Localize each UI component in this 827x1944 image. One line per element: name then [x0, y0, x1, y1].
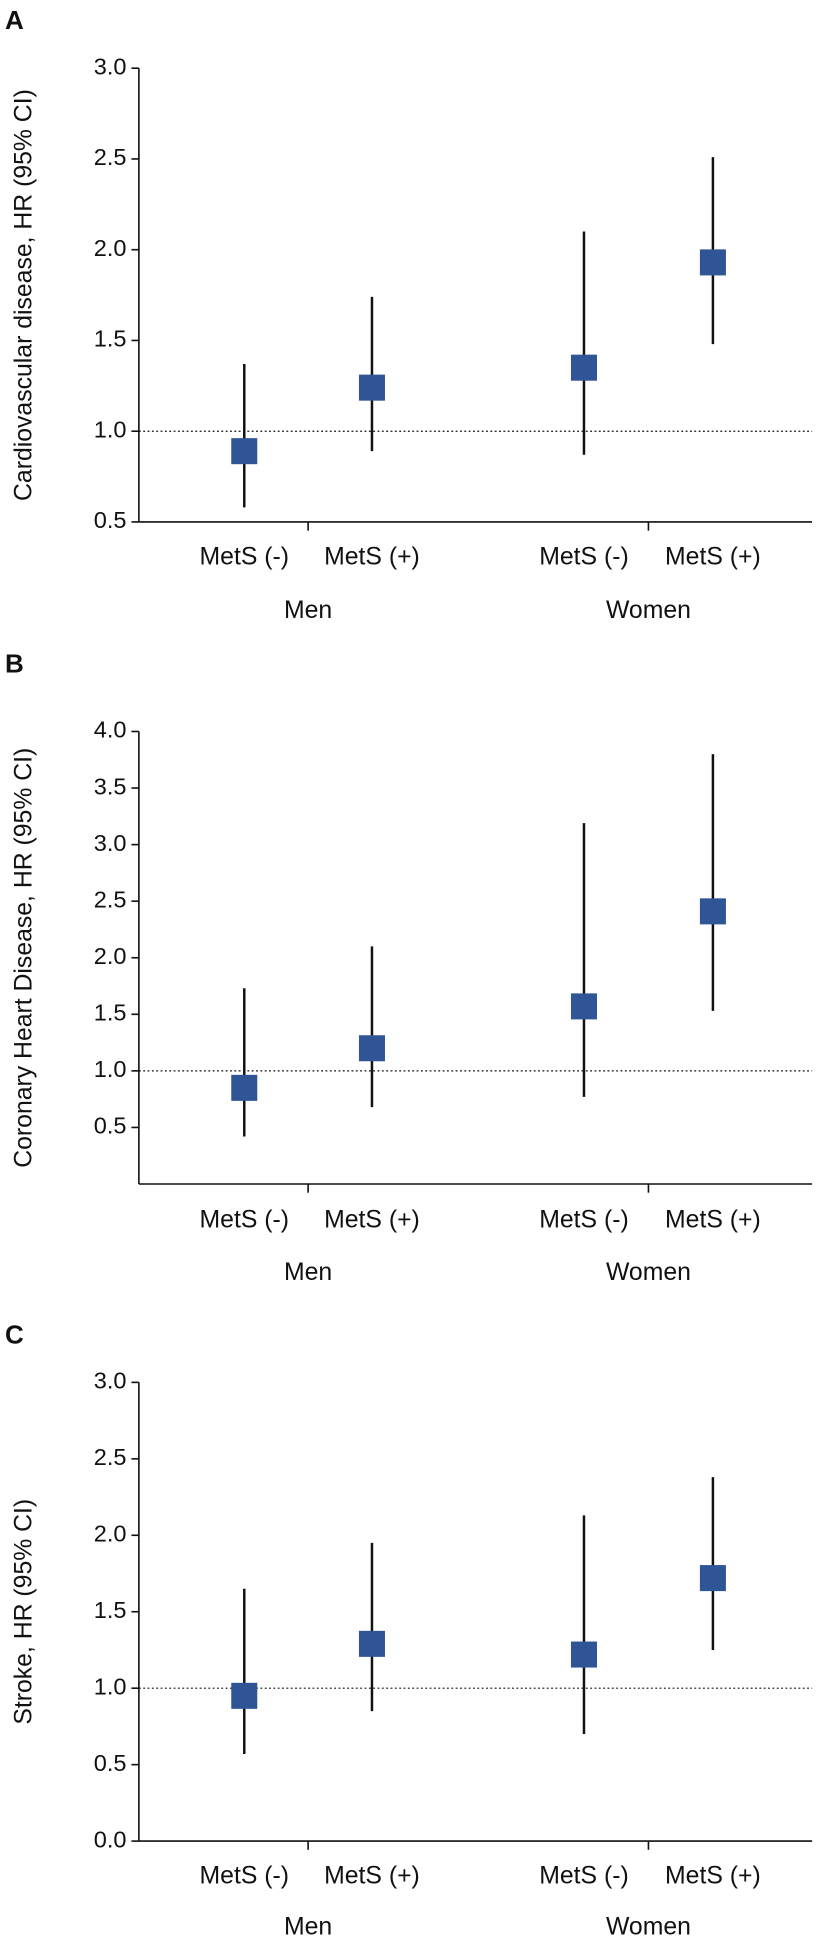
x-tick-label: MetS (+)	[324, 1863, 420, 1890]
y-axis-title: Stroke, HR (95% CI)	[10, 1499, 37, 1725]
y-tick-label: 3.0	[94, 53, 127, 79]
group-label: Women	[606, 1259, 691, 1286]
x-tick-label: MetS (-)	[539, 1863, 628, 1890]
y-tick-label: 0.5	[94, 1113, 127, 1139]
y-tick-label: 4.0	[94, 717, 127, 743]
group-label: Men	[284, 1913, 332, 1940]
point-marker	[231, 1682, 258, 1709]
x-tick-label: MetS (-)	[200, 543, 289, 570]
y-tick-label: 2.5	[94, 886, 127, 912]
point-marker	[570, 993, 597, 1020]
point-marker	[570, 354, 597, 381]
x-tick-label: MetS (+)	[324, 1207, 420, 1234]
y-tick-label: 1.5	[94, 1597, 127, 1623]
group-label: Women	[606, 597, 691, 624]
y-tick-label: 2.5	[94, 1444, 127, 1470]
panel-label: A	[5, 5, 24, 35]
y-tick-label: 2.0	[94, 1520, 127, 1546]
y-tick-label: 3.0	[94, 1368, 127, 1394]
y-tick-label: 1.5	[94, 1000, 127, 1026]
y-tick-label: 3.0	[94, 830, 127, 856]
panel-label: C	[5, 1319, 24, 1349]
x-tick-label: MetS (+)	[665, 543, 761, 570]
y-tick-label: 1.0	[94, 1673, 127, 1699]
point-marker	[231, 1074, 258, 1101]
y-tick-label: 2.0	[94, 943, 127, 969]
point-marker	[358, 1630, 385, 1657]
y-tick-label: 2.5	[94, 144, 127, 170]
point-marker	[699, 898, 726, 925]
x-tick-label: MetS (+)	[665, 1863, 761, 1890]
x-tick-label: MetS (-)	[200, 1863, 289, 1890]
x-tick-label: MetS (-)	[200, 1207, 289, 1234]
y-tick-label: 0.5	[94, 507, 127, 533]
y-tick-label: 1.0	[94, 416, 127, 442]
y-axis-title: Coronary Heart Disease, HR (95% CI)	[10, 748, 37, 1168]
panel-label: B	[5, 649, 24, 679]
y-tick-label: 0.5	[94, 1750, 127, 1776]
x-tick-label: MetS (+)	[324, 543, 420, 570]
y-tick-label: 1.0	[94, 1056, 127, 1082]
group-label: Men	[284, 1259, 332, 1286]
point-marker	[570, 1641, 597, 1668]
group-label: Women	[606, 1913, 691, 1940]
y-tick-label: 3.5	[94, 773, 127, 799]
point-marker	[358, 1035, 385, 1062]
point-marker	[699, 249, 726, 276]
y-tick-label: 2.0	[94, 235, 127, 261]
point-marker	[358, 374, 385, 401]
x-tick-label: MetS (-)	[539, 1207, 628, 1234]
point-marker	[231, 438, 258, 465]
group-label: Men	[284, 597, 332, 624]
x-tick-label: MetS (+)	[665, 1207, 761, 1234]
x-tick-label: MetS (-)	[539, 543, 628, 570]
point-marker	[699, 1565, 726, 1592]
y-axis-title: Cardiovascular disease, HR (95% CI)	[10, 89, 37, 501]
y-tick-label: 1.5	[94, 326, 127, 352]
y-tick-label: 0.0	[94, 1826, 127, 1852]
